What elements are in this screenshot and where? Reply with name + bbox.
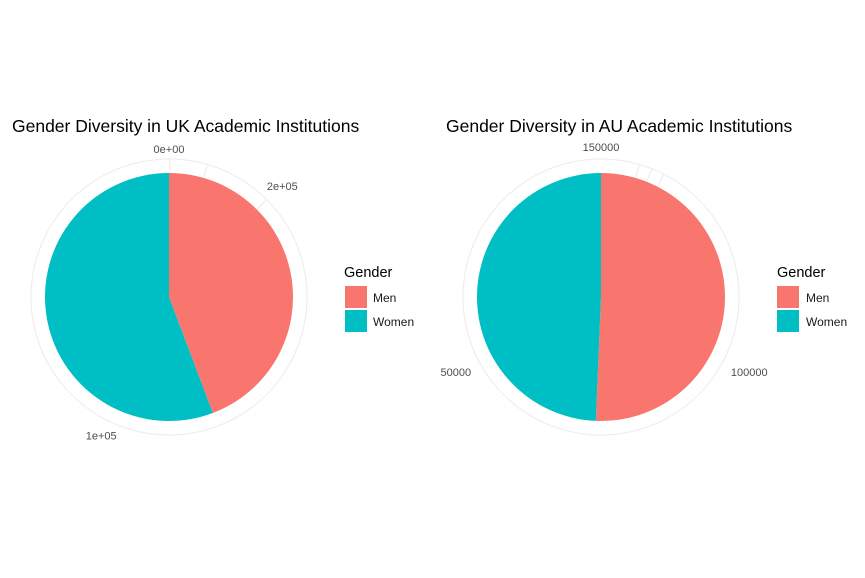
uk-tick-label: 0e+00	[154, 144, 185, 156]
au-panel: Gender Diversity in AU Academic Institut…	[441, 116, 847, 436]
uk-slice-men	[169, 173, 293, 413]
au-tick-label: 50000	[441, 367, 472, 379]
au-legend-title: Gender	[777, 265, 826, 281]
uk-tick-label: 2e+05	[267, 181, 298, 193]
uk-legend-title: Gender	[344, 265, 393, 281]
au-tick-label: 100000	[731, 367, 768, 379]
uk-legend-label-men: Men	[373, 291, 396, 305]
uk-tick-label: 1e+05	[86, 430, 117, 442]
au-legend-key-women	[777, 310, 799, 332]
uk-legend-key-women	[345, 310, 367, 332]
au-legend-label-women: Women	[806, 315, 847, 329]
uk-grid-circle	[30, 158, 308, 436]
au-legend-key-men	[777, 286, 799, 308]
uk-legend-key-men	[345, 286, 367, 308]
au-plot-area: 50000 100000 150000	[441, 142, 768, 436]
uk-panel: Gender Diversity in UK Academic Institut…	[12, 116, 414, 442]
au-slice-women	[477, 173, 601, 421]
au-legend-label-men: Men	[806, 291, 829, 305]
au-slice-men	[595, 173, 726, 422]
au-grid-circle	[462, 158, 740, 436]
uk-legend: Gender Men Women	[344, 265, 414, 332]
au-legend: Gender Men Women	[777, 265, 847, 332]
uk-chart-title: Gender Diversity in UK Academic Institut…	[12, 116, 359, 136]
uk-slice-women	[44, 173, 213, 422]
uk-legend-label-women: Women	[373, 315, 414, 329]
au-tick-label: 150000	[583, 142, 620, 154]
au-chart-title: Gender Diversity in AU Academic Institut…	[446, 116, 793, 136]
uk-plot-area: 0e+00 1e+05 2e+05	[30, 144, 308, 442]
